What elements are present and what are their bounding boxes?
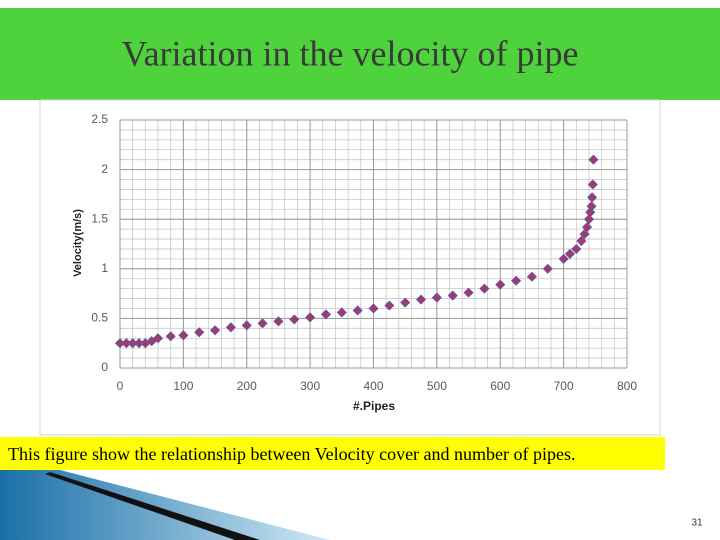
data-point <box>558 253 569 264</box>
y-tick-label: 1 <box>101 261 108 275</box>
decoration-stripe <box>45 472 260 540</box>
data-point <box>564 248 576 259</box>
plot: 0 0.5 1 1.5 2 2.5 0 100 200 300 400 500 600 700 800 <box>91 112 637 393</box>
chart-frame <box>39 99 661 436</box>
data-point <box>526 271 538 282</box>
x-tick-label: 200 <box>237 379 257 393</box>
x-tick-label: 100 <box>173 379 193 393</box>
title-bar <box>0 8 720 100</box>
caption: This figure show the relationship betwee… <box>8 444 576 464</box>
x-tick-label: 0 <box>117 379 124 393</box>
data-point <box>431 292 442 303</box>
data-point <box>576 235 587 247</box>
data-point <box>368 303 379 314</box>
slide-title: Variation in the velocity of pipe <box>122 33 579 73</box>
x-tick-label: 800 <box>617 379 637 393</box>
x-tick-label: 600 <box>490 379 510 393</box>
data-point <box>273 316 284 327</box>
data-point <box>582 222 593 233</box>
data-point <box>209 325 221 336</box>
data-point <box>384 300 395 311</box>
y-tick-label: 1.5 <box>91 211 108 225</box>
x-tick-label: 300 <box>300 379 320 393</box>
y-axis-label: Velocity(m/s) <box>72 209 84 277</box>
x-tick-label: 500 <box>427 379 447 393</box>
x-tick-label: 700 <box>554 379 574 393</box>
data-point <box>400 297 411 308</box>
page-number: 31 <box>691 518 703 529</box>
x-tick-label: 400 <box>363 379 383 393</box>
y-tick-label: 0 <box>101 360 108 374</box>
data-point <box>579 229 590 240</box>
data-point <box>320 309 332 320</box>
data-point <box>479 283 490 294</box>
data-point <box>587 179 598 190</box>
data-point <box>495 279 506 290</box>
data-point <box>571 243 582 255</box>
data-point <box>542 263 553 274</box>
data-point <box>336 307 347 318</box>
data-point <box>586 201 597 212</box>
y-tick-label: 2 <box>101 162 108 176</box>
data-point <box>241 320 252 331</box>
data-point <box>152 333 164 344</box>
y-tick-label: 2.5 <box>91 112 108 126</box>
data-point <box>415 294 427 305</box>
caption-bar <box>0 437 665 470</box>
y-tick-label: 0.5 <box>91 311 108 325</box>
data-point <box>178 330 189 341</box>
data-point <box>305 312 316 323</box>
data-point <box>588 154 599 165</box>
data-point <box>447 290 458 301</box>
x-axis-label: #.Pipes <box>353 399 395 413</box>
data-point <box>225 322 236 333</box>
data-point <box>587 192 598 203</box>
data-point <box>463 287 474 298</box>
data-point <box>257 318 268 329</box>
data-point <box>352 305 363 316</box>
data-point <box>194 327 205 338</box>
data-point <box>289 314 300 325</box>
data-point <box>583 214 595 225</box>
data-point <box>511 275 522 286</box>
data-point <box>165 331 176 342</box>
decoration <box>0 470 330 540</box>
